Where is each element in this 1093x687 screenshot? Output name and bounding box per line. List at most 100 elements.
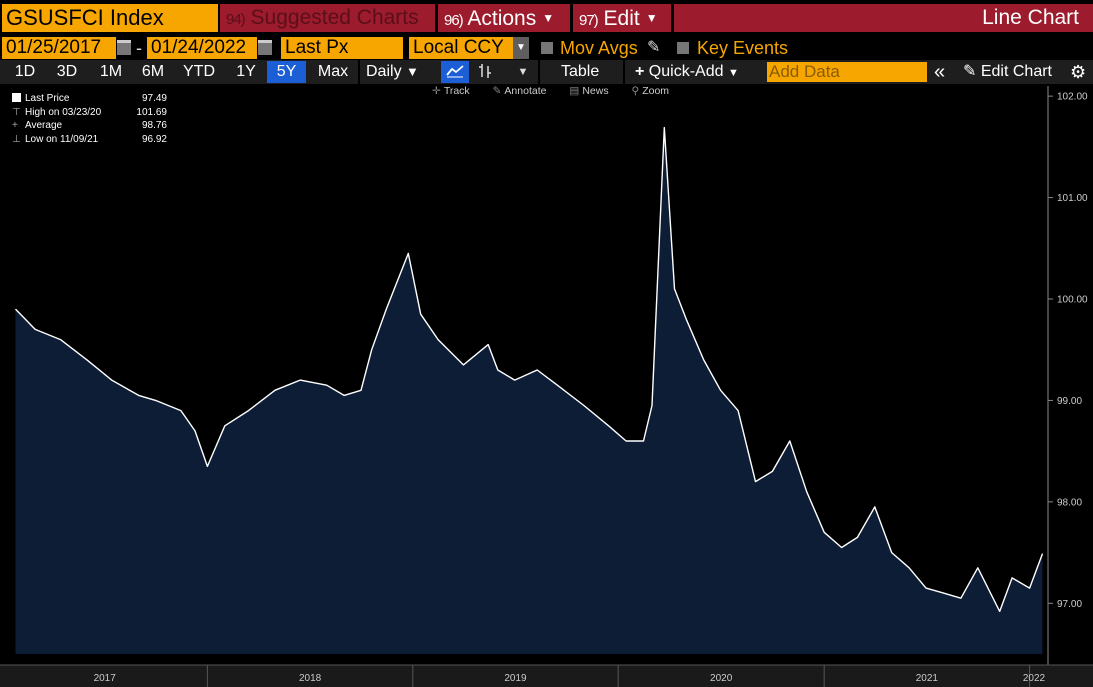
period-1m-button[interactable]: 1M [92,61,130,83]
actions-menu[interactable]: 96) Actions ▼ [438,4,570,32]
crosshair-icon: ✛ [432,85,441,97]
calendar-icon[interactable] [117,40,131,55]
date-range-dash: - [136,38,142,58]
calendar-icon[interactable] [258,40,272,55]
chevron-down-icon: ▼ [727,67,739,79]
x-axis-band [0,665,1093,687]
edit-label: Edit [603,7,640,30]
high-marker-icon: ⊤ [12,106,21,118]
collapse-icon[interactable]: « [934,61,946,83]
quick-add-button[interactable]: + Quick-Add ▼ [635,61,739,83]
pencil-icon: ✎ [492,85,502,97]
legend-last-price: Last Price 97.49 [12,92,167,106]
pencil-icon: ✎ [963,63,977,80]
pencil-icon[interactable]: ✎ [647,39,661,56]
legend-value: 97.49 [141,93,167,104]
track-tool[interactable]: ✛ Track [432,85,480,97]
quick-add-label: Quick-Add [648,63,724,80]
news-label: News [582,85,609,97]
magnifier-icon: ⚲ [631,85,640,97]
series-line [14,126,1044,613]
table-button[interactable]: Table [561,63,600,80]
y-tick-label: 98.00 [1057,497,1082,508]
plus-icon: + [635,63,645,80]
series-swatch [12,93,21,102]
ticker-field[interactable]: GSUSFCI Index [2,4,218,32]
x-tick-label: 2022 [1023,673,1046,684]
average-marker-icon: + [12,120,18,131]
field-selector[interactable]: Last Px [281,37,403,59]
zoom-label: Zoom [642,85,670,97]
low-marker-icon: ⊥ [12,133,21,145]
legend-label: Last Price [25,93,70,104]
series-area [15,127,1043,655]
legend-label: Average [25,120,63,131]
chart-legend: Last Price 97.49 ⊤ High on 03/23/20 101.6… [12,92,167,146]
chevron-down-icon[interactable]: ▼ [517,66,529,78]
x-tick-label: 2017 [94,673,117,684]
end-date-field[interactable]: 01/24/2022 [147,37,257,59]
suggested-charts-label: Suggested Charts [250,6,419,29]
suggested-charts-number: 94) [226,11,246,28]
toolbar-divider [538,60,540,84]
toolbar-divider [358,60,360,84]
chevron-down-icon: ▼ [406,64,419,79]
currency-selector[interactable]: Local CCY [409,37,513,59]
news-tool[interactable]: ▤ News [569,85,618,97]
key-events-label[interactable]: Key Events [697,38,789,58]
mov-avgs-label[interactable]: Mov Avgs [560,38,638,58]
bar-chart-icon[interactable] [472,61,498,83]
legend-label: High on 03/23/20 [25,106,102,118]
y-tick-label: 99.00 [1057,396,1082,407]
legend-high: ⊤ High on 03/23/20 101.69 [12,106,167,120]
x-tick-label: 2018 [299,673,322,684]
y-tick-label: 100.00 [1057,295,1088,306]
period-6m-button[interactable]: 6M [134,61,172,83]
x-tick-label: 2021 [916,673,939,684]
period-ytd-button[interactable]: YTD [177,61,221,83]
toolbar-divider [623,60,625,84]
mov-avgs-checkbox[interactable] [541,42,553,54]
frequency-selector[interactable]: Daily ▼ [366,61,419,83]
period-3d-button[interactable]: 3D [48,61,86,83]
legend-value: 96.92 [141,133,167,145]
legend-average: + Average 98.76 [12,119,167,133]
period-5y-button[interactable]: 5Y [267,61,306,83]
add-data-input[interactable]: Add Data [767,62,927,82]
start-date-field[interactable]: 01/25/2017 [2,37,116,59]
edit-chart-label: Edit Chart [980,63,1052,80]
edit-chart-button[interactable]: ✎ Edit Chart [963,61,1052,83]
toolbar: 1D 3D 1M 6M YTD 1Y 5Y Max Daily ▼ ▼ Tabl… [0,60,1093,84]
news-icon: ▤ [569,85,580,97]
zoom-tool[interactable]: ⚲ Zoom [632,85,680,97]
gear-icon[interactable]: ⚙ [1070,62,1087,82]
edit-menu[interactable]: 97) Edit ▼ [573,4,671,32]
chart-tools: ✛ Track ✎ Annotate ▤ News ⚲ Zoom [432,85,689,98]
price-chart[interactable]: 97.00 98.00 99.00 100.00 101.00 102.00 2017 201… [0,84,1093,687]
y-tick-label: 101.00 [1057,193,1088,204]
suggested-charts-button[interactable]: 94) Suggested Charts [220,4,435,32]
chart-type-title: Line Chart [674,4,1093,32]
annotate-label: Annotate [504,85,547,97]
legend-value: 98.76 [141,120,167,131]
actions-label: Actions [467,7,537,30]
settings-bar: 01/25/2017 - 01/24/2022 Last Px Local CC… [0,36,1093,60]
key-events-checkbox[interactable] [677,42,689,54]
title-bar: GSUSFCI Index 94) Suggested Charts 96) A… [0,0,1093,36]
legend-value: 101.69 [136,106,167,118]
chevron-down-icon: ▼ [542,11,555,25]
actions-number: 96) [444,12,464,29]
chevron-down-icon: ▼ [645,11,658,25]
period-max-button[interactable]: Max [311,61,355,83]
x-tick-label: 2019 [504,673,527,684]
frequency-label: Daily [366,63,402,80]
track-label: Track [443,85,470,97]
x-tick-label: 2020 [710,673,733,684]
line-chart-icon[interactable] [441,61,469,83]
edit-number: 97) [579,12,599,29]
annotate-tool[interactable]: ✎ Annotate [493,85,557,97]
y-tick-label: 102.00 [1057,92,1088,103]
chevron-down-icon[interactable]: ▼ [513,37,529,59]
period-1d-button[interactable]: 1D [6,61,44,83]
period-1y-button[interactable]: 1Y [228,61,264,83]
